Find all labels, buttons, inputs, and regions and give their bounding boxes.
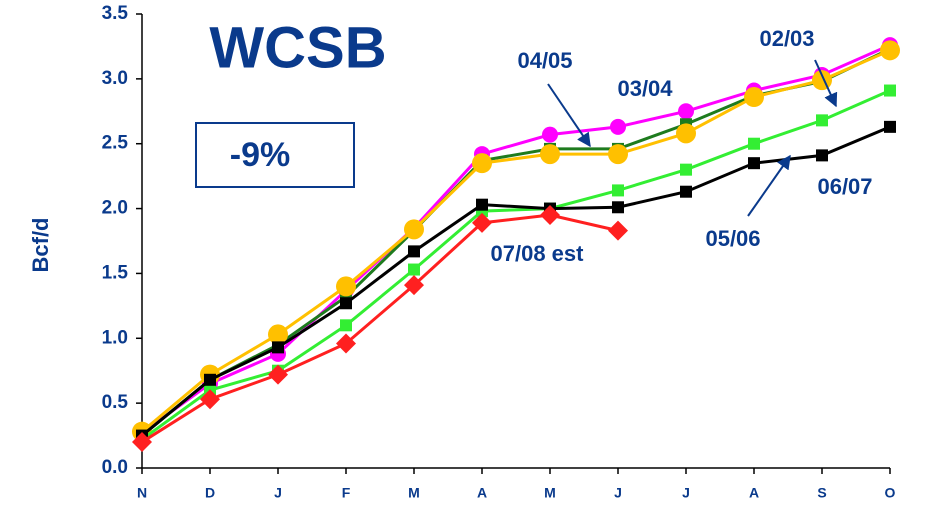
annotation: -9% bbox=[230, 136, 290, 174]
x-tick-label: M bbox=[408, 485, 420, 501]
x-tick-label: J bbox=[614, 485, 622, 501]
marker bbox=[744, 87, 764, 108]
marker bbox=[540, 205, 560, 226]
y-tick-label: 2.0 bbox=[102, 198, 128, 219]
marker bbox=[268, 324, 288, 345]
marker bbox=[748, 157, 760, 170]
y-tick-label: 3.0 bbox=[102, 68, 128, 89]
marker bbox=[880, 40, 900, 61]
y-tick-label: 0.0 bbox=[102, 457, 128, 478]
y-axis-label: Bcf/d bbox=[28, 218, 53, 273]
series-label: 04/05 bbox=[517, 48, 572, 73]
x-tick-label: O bbox=[885, 485, 896, 501]
marker bbox=[542, 126, 558, 143]
series-label: 02/03 bbox=[759, 26, 814, 51]
label-arrow bbox=[747, 154, 791, 217]
x-tick-label: N bbox=[137, 485, 147, 501]
marker bbox=[608, 220, 628, 241]
marker bbox=[540, 144, 560, 165]
marker bbox=[610, 118, 626, 135]
chart-title: WCSB bbox=[209, 15, 386, 80]
marker bbox=[816, 114, 828, 127]
y-tick-label: 1.0 bbox=[102, 327, 128, 348]
marker bbox=[608, 144, 628, 165]
marker bbox=[884, 120, 896, 133]
series-label: 06/07 bbox=[817, 174, 872, 199]
series-line bbox=[141, 213, 619, 444]
marker bbox=[336, 333, 356, 354]
series-label: 05/06 bbox=[705, 226, 760, 251]
marker bbox=[204, 373, 216, 386]
x-tick-label: M bbox=[544, 485, 556, 501]
x-tick-label: S bbox=[817, 485, 826, 501]
marker bbox=[612, 201, 624, 214]
marker bbox=[272, 341, 284, 354]
annotation-box bbox=[195, 122, 355, 188]
marker bbox=[408, 263, 420, 276]
marker bbox=[472, 153, 492, 174]
marker bbox=[676, 123, 696, 144]
y-tick-label: 3.5 bbox=[102, 3, 129, 24]
marker bbox=[612, 184, 624, 197]
y-tick-label: 2.5 bbox=[102, 133, 129, 154]
marker bbox=[472, 212, 492, 233]
marker bbox=[336, 276, 356, 297]
marker bbox=[408, 245, 420, 258]
series-line bbox=[141, 43, 891, 435]
marker bbox=[404, 275, 424, 296]
label-arrow bbox=[814, 59, 838, 108]
series-label: 03/04 bbox=[617, 76, 673, 101]
x-tick-label: A bbox=[749, 485, 759, 501]
marker bbox=[680, 185, 692, 198]
series-line bbox=[141, 89, 891, 441]
y-tick-label: 0.5 bbox=[102, 392, 129, 413]
marker bbox=[748, 137, 760, 150]
x-tick-label: D bbox=[205, 485, 215, 501]
x-tick-label: F bbox=[342, 485, 351, 501]
series-line bbox=[141, 48, 891, 433]
x-tick-label: A bbox=[477, 485, 487, 501]
marker bbox=[678, 103, 694, 120]
x-tick-label: J bbox=[682, 485, 690, 501]
x-tick-label: J bbox=[274, 485, 282, 501]
marker bbox=[404, 219, 424, 240]
marker bbox=[132, 432, 152, 453]
series-label: 07/08 est bbox=[491, 241, 585, 266]
marker bbox=[340, 297, 352, 310]
marker bbox=[476, 198, 488, 211]
marker bbox=[816, 149, 828, 162]
y-tick-label: 1.5 bbox=[102, 262, 129, 283]
label-arrow bbox=[547, 83, 591, 148]
marker bbox=[268, 364, 288, 385]
marker bbox=[340, 319, 352, 332]
marker bbox=[200, 389, 220, 410]
marker bbox=[680, 163, 692, 176]
series-line bbox=[141, 125, 891, 437]
marker bbox=[884, 84, 896, 97]
